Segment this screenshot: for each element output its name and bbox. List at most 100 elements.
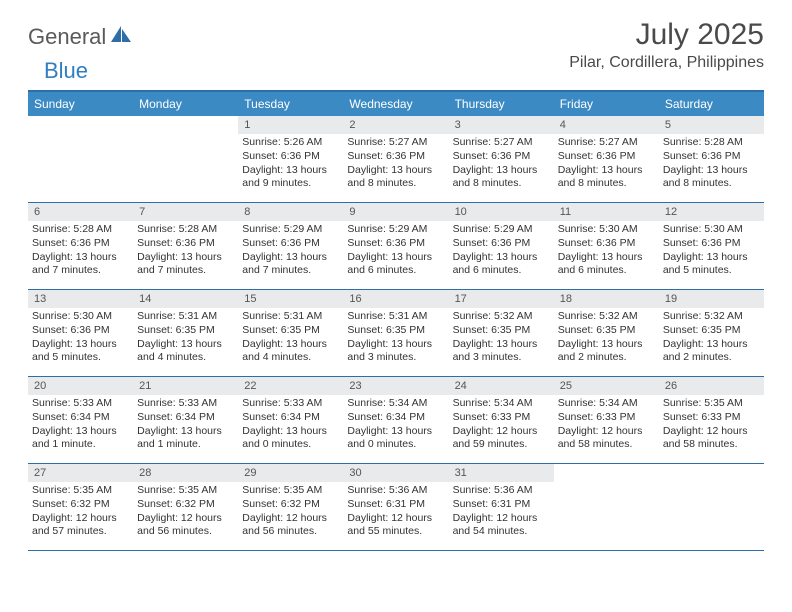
daylight-text: Daylight: 13 hours and 5 minutes. [32, 338, 129, 365]
location: Pilar, Cordillera, Philippines [569, 54, 764, 72]
day-number: 4 [554, 116, 659, 134]
logo-text-blue: Blue [44, 58, 88, 84]
sunrise-text: Sunrise: 5:30 AM [32, 310, 129, 324]
day-number: 12 [659, 203, 764, 221]
sunrise-text: Sunrise: 5:27 AM [347, 136, 444, 150]
day-body: Sunrise: 5:29 AMSunset: 6:36 PMDaylight:… [343, 221, 448, 282]
day-number: 9 [343, 203, 448, 221]
day-cell: 23Sunrise: 5:34 AMSunset: 6:34 PMDayligh… [343, 377, 448, 463]
sunrise-text: Sunrise: 5:34 AM [558, 397, 655, 411]
day-body: Sunrise: 5:33 AMSunset: 6:34 PMDaylight:… [28, 395, 133, 456]
sunrise-text: Sunrise: 5:34 AM [347, 397, 444, 411]
day-number: 14 [133, 290, 238, 308]
sunrise-text: Sunrise: 5:36 AM [453, 484, 550, 498]
day-number: 2 [343, 116, 448, 134]
daylight-text: Daylight: 13 hours and 0 minutes. [242, 425, 339, 452]
day-body: Sunrise: 5:27 AMSunset: 6:36 PMDaylight:… [554, 134, 659, 195]
day-number: 5 [659, 116, 764, 134]
sunrise-text: Sunrise: 5:35 AM [32, 484, 129, 498]
day-cell: 7Sunrise: 5:28 AMSunset: 6:36 PMDaylight… [133, 203, 238, 289]
day-number: 19 [659, 290, 764, 308]
daylight-text: Daylight: 13 hours and 6 minutes. [453, 251, 550, 278]
day-cell: 6Sunrise: 5:28 AMSunset: 6:36 PMDaylight… [28, 203, 133, 289]
day-body: Sunrise: 5:31 AMSunset: 6:35 PMDaylight:… [343, 308, 448, 369]
day-body: Sunrise: 5:32 AMSunset: 6:35 PMDaylight:… [554, 308, 659, 369]
sunset-text: Sunset: 6:35 PM [347, 324, 444, 338]
daylight-text: Daylight: 12 hours and 56 minutes. [242, 512, 339, 539]
day-cell: 26Sunrise: 5:35 AMSunset: 6:33 PMDayligh… [659, 377, 764, 463]
daylight-text: Daylight: 13 hours and 8 minutes. [453, 164, 550, 191]
day-body: Sunrise: 5:30 AMSunset: 6:36 PMDaylight:… [659, 221, 764, 282]
day-body: Sunrise: 5:28 AMSunset: 6:36 PMDaylight:… [133, 221, 238, 282]
sunrise-text: Sunrise: 5:26 AM [242, 136, 339, 150]
day-number: 20 [28, 377, 133, 395]
sunset-text: Sunset: 6:35 PM [137, 324, 234, 338]
day-cell: 3Sunrise: 5:27 AMSunset: 6:36 PMDaylight… [449, 116, 554, 202]
sunset-text: Sunset: 6:35 PM [453, 324, 550, 338]
day-cell: 14Sunrise: 5:31 AMSunset: 6:35 PMDayligh… [133, 290, 238, 376]
sunrise-text: Sunrise: 5:27 AM [558, 136, 655, 150]
daylight-text: Daylight: 13 hours and 7 minutes. [32, 251, 129, 278]
sunset-text: Sunset: 6:36 PM [347, 237, 444, 251]
week-row: 1Sunrise: 5:26 AMSunset: 6:36 PMDaylight… [28, 116, 764, 203]
sunrise-text: Sunrise: 5:33 AM [242, 397, 339, 411]
day-body: Sunrise: 5:31 AMSunset: 6:35 PMDaylight:… [133, 308, 238, 369]
sunrise-text: Sunrise: 5:28 AM [137, 223, 234, 237]
daylight-text: Daylight: 12 hours and 56 minutes. [137, 512, 234, 539]
daylight-text: Daylight: 12 hours and 54 minutes. [453, 512, 550, 539]
day-cell [659, 464, 764, 550]
daylight-text: Daylight: 12 hours and 59 minutes. [453, 425, 550, 452]
day-cell: 18Sunrise: 5:32 AMSunset: 6:35 PMDayligh… [554, 290, 659, 376]
daylight-text: Daylight: 13 hours and 2 minutes. [663, 338, 760, 365]
day-cell: 29Sunrise: 5:35 AMSunset: 6:32 PMDayligh… [238, 464, 343, 550]
month-title: July 2025 [569, 18, 764, 52]
day-cell: 9Sunrise: 5:29 AMSunset: 6:36 PMDaylight… [343, 203, 448, 289]
daylight-text: Daylight: 13 hours and 9 minutes. [242, 164, 339, 191]
day-number: 18 [554, 290, 659, 308]
day-header-sun: Sunday [28, 92, 133, 116]
sunset-text: Sunset: 6:35 PM [242, 324, 339, 338]
sunrise-text: Sunrise: 5:29 AM [453, 223, 550, 237]
day-number: 16 [343, 290, 448, 308]
day-body: Sunrise: 5:27 AMSunset: 6:36 PMDaylight:… [343, 134, 448, 195]
sunrise-text: Sunrise: 5:30 AM [663, 223, 760, 237]
day-body: Sunrise: 5:26 AMSunset: 6:36 PMDaylight:… [238, 134, 343, 195]
sunset-text: Sunset: 6:34 PM [347, 411, 444, 425]
title-block: July 2025 Pilar, Cordillera, Philippines [569, 18, 764, 72]
day-cell: 4Sunrise: 5:27 AMSunset: 6:36 PMDaylight… [554, 116, 659, 202]
day-header-mon: Monday [133, 92, 238, 116]
day-body: Sunrise: 5:31 AMSunset: 6:35 PMDaylight:… [238, 308, 343, 369]
day-header-sat: Saturday [659, 92, 764, 116]
day-number: 27 [28, 464, 133, 482]
daylight-text: Daylight: 12 hours and 58 minutes. [663, 425, 760, 452]
day-number: 23 [343, 377, 448, 395]
day-body: Sunrise: 5:34 AMSunset: 6:34 PMDaylight:… [343, 395, 448, 456]
sunset-text: Sunset: 6:32 PM [32, 498, 129, 512]
sunrise-text: Sunrise: 5:36 AM [347, 484, 444, 498]
sunrise-text: Sunrise: 5:35 AM [137, 484, 234, 498]
daylight-text: Daylight: 13 hours and 4 minutes. [137, 338, 234, 365]
day-cell: 16Sunrise: 5:31 AMSunset: 6:35 PMDayligh… [343, 290, 448, 376]
day-number: 11 [554, 203, 659, 221]
day-cell: 1Sunrise: 5:26 AMSunset: 6:36 PMDaylight… [238, 116, 343, 202]
day-number: 17 [449, 290, 554, 308]
sunset-text: Sunset: 6:33 PM [558, 411, 655, 425]
daylight-text: Daylight: 13 hours and 8 minutes. [558, 164, 655, 191]
day-body: Sunrise: 5:33 AMSunset: 6:34 PMDaylight:… [238, 395, 343, 456]
daylight-text: Daylight: 13 hours and 4 minutes. [242, 338, 339, 365]
sunset-text: Sunset: 6:36 PM [663, 150, 760, 164]
day-body: Sunrise: 5:34 AMSunset: 6:33 PMDaylight:… [554, 395, 659, 456]
sunset-text: Sunset: 6:31 PM [347, 498, 444, 512]
sunset-text: Sunset: 6:36 PM [453, 150, 550, 164]
week-row: 13Sunrise: 5:30 AMSunset: 6:36 PMDayligh… [28, 290, 764, 377]
day-cell: 24Sunrise: 5:34 AMSunset: 6:33 PMDayligh… [449, 377, 554, 463]
sunset-text: Sunset: 6:36 PM [558, 150, 655, 164]
sunrise-text: Sunrise: 5:35 AM [663, 397, 760, 411]
sunset-text: Sunset: 6:36 PM [663, 237, 760, 251]
daylight-text: Daylight: 13 hours and 7 minutes. [137, 251, 234, 278]
day-body: Sunrise: 5:28 AMSunset: 6:36 PMDaylight:… [28, 221, 133, 282]
day-number: 15 [238, 290, 343, 308]
sunset-text: Sunset: 6:35 PM [558, 324, 655, 338]
day-cell: 10Sunrise: 5:29 AMSunset: 6:36 PMDayligh… [449, 203, 554, 289]
sunrise-text: Sunrise: 5:35 AM [242, 484, 339, 498]
